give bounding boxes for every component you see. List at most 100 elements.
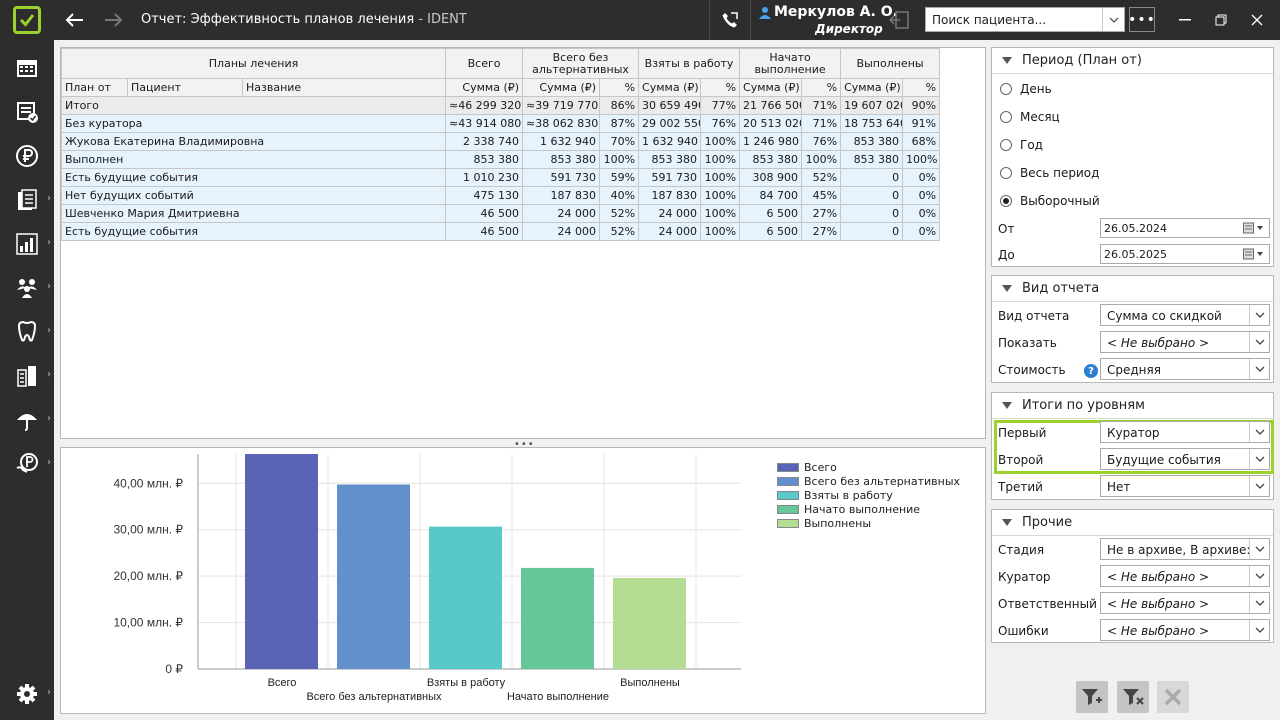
radio-day[interactable]: День bbox=[1000, 82, 1052, 96]
radio-circle[interactable] bbox=[1000, 111, 1012, 123]
show-select[interactable]: < Не выбрано > bbox=[1100, 331, 1270, 353]
second-level-select[interactable]: Будущие события bbox=[1100, 448, 1270, 470]
radio-circle[interactable] bbox=[1000, 83, 1012, 95]
period-section-header[interactable]: Период (План от) bbox=[992, 48, 1273, 74]
third-level-select[interactable]: Нет bbox=[1100, 475, 1270, 497]
help-icon[interactable]: ? bbox=[1084, 364, 1098, 378]
header-plans[interactable]: Планы лечения bbox=[60, 48, 447, 79]
phone-icon[interactable] bbox=[716, 8, 744, 32]
sidebar-item-settings[interactable]: › bbox=[0, 674, 54, 714]
header-no-alt[interactable]: Всего без альтернативных bbox=[522, 48, 640, 79]
radio-month[interactable]: Месяц bbox=[1000, 110, 1060, 124]
sidebar-item-insurance[interactable]: › bbox=[0, 400, 54, 440]
app-logo-icon[interactable] bbox=[13, 6, 41, 34]
calendar-dropdown-icon[interactable] bbox=[1243, 248, 1265, 263]
table-row[interactable]: Выполнен 853 380 853 380 100% 853 380 100% 853… bbox=[60, 150, 941, 169]
col-plan-from[interactable]: План от bbox=[61, 78, 128, 97]
sidebar-item-dental[interactable]: › bbox=[0, 312, 54, 352]
table-row[interactable]: Нет будущих событий 475 130 187 830 40% 187 … bbox=[60, 186, 941, 205]
sidebar-item-reports[interactable]: › bbox=[0, 224, 54, 264]
table-row[interactable]: Шевченко Мария Дмитриевна 46 500 24 000 52%… bbox=[60, 204, 941, 223]
table-row[interactable]: Жукова Екатерина Владимировна 2 338 740 1 … bbox=[60, 132, 941, 151]
col-total-sum[interactable]: Сумма (₽) bbox=[445, 78, 524, 97]
other-header[interactable]: Прочие bbox=[992, 510, 1273, 536]
chevron-down-icon[interactable] bbox=[1249, 422, 1269, 442]
chevron-down-icon[interactable] bbox=[1102, 8, 1124, 31]
responsible-select[interactable]: < Не выбрано > bbox=[1100, 592, 1270, 614]
col-done-pct[interactable]: % bbox=[902, 78, 941, 97]
collapse-triangle-icon[interactable] bbox=[1002, 402, 1012, 409]
total-row[interactable]: Итого ≈46 299 320 ≈39 719 770 86% 30 659 490… bbox=[60, 96, 941, 115]
sidebar-item-documents[interactable]: › bbox=[0, 180, 54, 220]
chart-legend: Всего Всего без альтернативных Взяты в раб… bbox=[777, 460, 960, 530]
panel-splitter[interactable]: ••• bbox=[514, 439, 535, 450]
table-row[interactable]: Без куратора ≈43 914 080 ≈38 062 830 87% 29 … bbox=[60, 114, 941, 133]
chevron-down-icon[interactable] bbox=[1249, 359, 1269, 379]
table-row[interactable]: Есть будущие события 46 500 24 000 52% 24 00… bbox=[60, 222, 941, 241]
stage-select[interactable]: Не в архиве, В архиве:... bbox=[1100, 538, 1270, 560]
clear-filter-button[interactable] bbox=[1117, 681, 1149, 713]
radio-custom[interactable]: Выборочный bbox=[1000, 194, 1100, 208]
col-name[interactable]: Название bbox=[241, 78, 447, 97]
close-icon[interactable] bbox=[1247, 10, 1267, 30]
collapse-triangle-icon[interactable] bbox=[1002, 285, 1012, 292]
cell-total: ≈46 299 320 bbox=[445, 96, 524, 115]
first-level-select[interactable]: Куратор bbox=[1100, 421, 1270, 443]
radio-circle-selected[interactable] bbox=[1000, 195, 1012, 207]
collapse-triangle-icon[interactable] bbox=[1002, 519, 1012, 526]
col-started-sum[interactable]: Сумма (₽) bbox=[739, 78, 803, 97]
table-row[interactable]: Есть будущие события 1 010 230 591 730 59% 5… bbox=[60, 168, 941, 187]
radio-label: Месяц bbox=[1020, 110, 1060, 124]
col-taken-pct[interactable]: % bbox=[700, 78, 741, 97]
sidebar-item-staff[interactable]: › bbox=[0, 268, 54, 308]
radio-all-period[interactable]: Весь период bbox=[1000, 166, 1099, 180]
patient-search-input[interactable]: Поиск пациента... bbox=[925, 7, 1125, 32]
col-no-alt-pct[interactable]: % bbox=[599, 78, 640, 97]
legend-swatch bbox=[777, 504, 799, 514]
cost-select[interactable]: Средняя bbox=[1100, 358, 1270, 380]
header-done[interactable]: Выполнены bbox=[840, 48, 941, 79]
sidebar-item-warehouse[interactable]: › bbox=[0, 356, 54, 396]
chevron-down-icon[interactable] bbox=[1249, 593, 1269, 613]
radio-circle[interactable] bbox=[1000, 139, 1012, 151]
date-from-input[interactable]: 26.05.2024 bbox=[1100, 218, 1270, 238]
sidebar-item-finance[interactable] bbox=[0, 136, 54, 176]
radio-circle[interactable] bbox=[1000, 167, 1012, 179]
sidebar-item-payments[interactable]: › bbox=[0, 444, 54, 484]
sidebar-item-tasks[interactable] bbox=[0, 92, 54, 132]
report-type-header[interactable]: Вид отчета bbox=[992, 276, 1273, 302]
radio-year[interactable]: Год bbox=[1000, 138, 1043, 152]
back-arrow-icon[interactable] bbox=[60, 8, 88, 32]
logout-icon[interactable] bbox=[884, 8, 914, 32]
report-type-select[interactable]: Сумма со скидкой bbox=[1100, 304, 1270, 326]
restore-icon[interactable] bbox=[1211, 10, 1231, 30]
levels-header[interactable]: Итоги по уровням bbox=[992, 393, 1273, 419]
calendar-dropdown-icon[interactable] bbox=[1243, 222, 1265, 237]
chevron-down-icon[interactable] bbox=[1249, 332, 1269, 352]
col-taken-sum[interactable]: Сумма (₽) bbox=[638, 78, 702, 97]
sidebar-item-schedule[interactable] bbox=[0, 48, 54, 88]
minimize-icon[interactable] bbox=[1175, 10, 1195, 30]
header-total[interactable]: Всего bbox=[445, 48, 524, 79]
date-to-input[interactable]: 26.05.2025 bbox=[1100, 244, 1270, 264]
col-done-sum[interactable]: Сумма (₽) bbox=[840, 78, 904, 97]
chevron-down-icon[interactable] bbox=[1249, 620, 1269, 640]
forward-arrow-icon[interactable] bbox=[100, 8, 128, 32]
chevron-down-icon[interactable] bbox=[1249, 449, 1269, 469]
col-started-pct[interactable]: % bbox=[801, 78, 842, 97]
errors-select[interactable]: < Не выбрано > bbox=[1100, 619, 1270, 641]
curator-select[interactable]: < Не выбрано > bbox=[1100, 565, 1270, 587]
collapse-triangle-icon[interactable] bbox=[1002, 57, 1012, 64]
header-started[interactable]: Начато выполнение bbox=[739, 48, 842, 79]
user-name[interactable]: Меркулов А. О. bbox=[774, 4, 898, 20]
chevron-down-icon[interactable] bbox=[1249, 539, 1269, 559]
export-excel-button[interactable] bbox=[1157, 681, 1189, 713]
col-patient[interactable]: Пациент bbox=[127, 78, 243, 97]
apply-filter-button[interactable] bbox=[1076, 681, 1108, 713]
chevron-down-icon[interactable] bbox=[1249, 305, 1269, 325]
chevron-down-icon[interactable] bbox=[1249, 476, 1269, 496]
more-options-button[interactable]: ••• bbox=[1128, 7, 1155, 32]
chevron-down-icon[interactable] bbox=[1249, 566, 1269, 586]
header-taken[interactable]: Взяты в работу bbox=[638, 48, 741, 79]
col-no-alt-sum[interactable]: Сумма (₽) bbox=[522, 78, 601, 97]
